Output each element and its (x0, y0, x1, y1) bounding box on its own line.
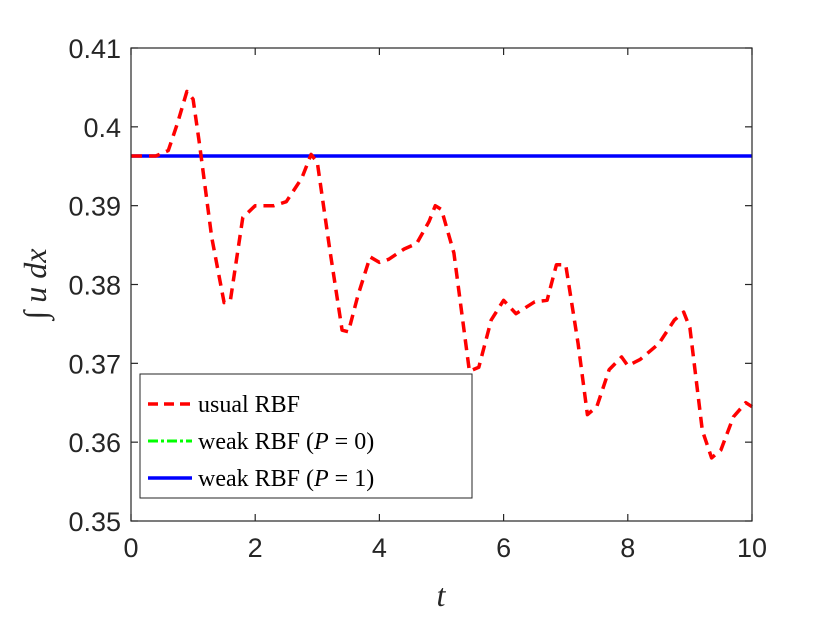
y-tick-label: 0.35 (68, 507, 121, 537)
legend-label-weak-rbf-p0-suffix: = 0) (329, 429, 375, 455)
y-tick-label: 0.38 (68, 271, 121, 301)
y-axis-title: ∫ u dx (17, 249, 55, 322)
legend-label-weak-rbf-p1-var: P (313, 466, 329, 492)
y-tick-label: 0.36 (68, 428, 121, 458)
legend-label-weak-rbf-p0-prefix: weak RBF ( (198, 429, 314, 455)
y-tick-label: 0.37 (68, 349, 121, 379)
x-tick-label: 8 (620, 533, 635, 563)
x-tick-label: 2 (248, 533, 263, 563)
legend-label-weak-rbf-p0: weak RBF (P = 0) (198, 429, 374, 455)
legend-label-weak-rbf-p1: weak RBF (P = 1) (198, 466, 374, 492)
y-tick-label: 0.4 (83, 113, 121, 143)
legend-label-usual-rbf: usual RBF (198, 392, 300, 418)
ticks-layer: 0 2 4 6 8 10 0.35 0.36 0.37 0.38 0.39 0.4 0.41 (68, 34, 767, 563)
legend-label-weak-rbf-p1-suffix: = 1) (329, 466, 375, 492)
x-axis-title: t (437, 577, 447, 613)
x-tick-label: 4 (372, 533, 387, 563)
x-tick-label: 10 (737, 533, 767, 563)
legend: usual RBF weak RBF (P = 0) weak RBF (P =… (139, 373, 473, 499)
legend-label-weak-rbf-p0-var: P (313, 429, 329, 455)
y-tick-label: 0.41 (68, 34, 121, 64)
x-tick-label: 0 (123, 533, 138, 563)
legend-label-weak-rbf-p1-prefix: weak RBF ( (198, 466, 314, 492)
series-line-usual-rbf (131, 89, 753, 460)
y-tick-label: 0.39 (68, 192, 121, 222)
series-layer (131, 89, 753, 460)
x-tick-label: 6 (496, 533, 511, 563)
legend-box (139, 373, 473, 499)
